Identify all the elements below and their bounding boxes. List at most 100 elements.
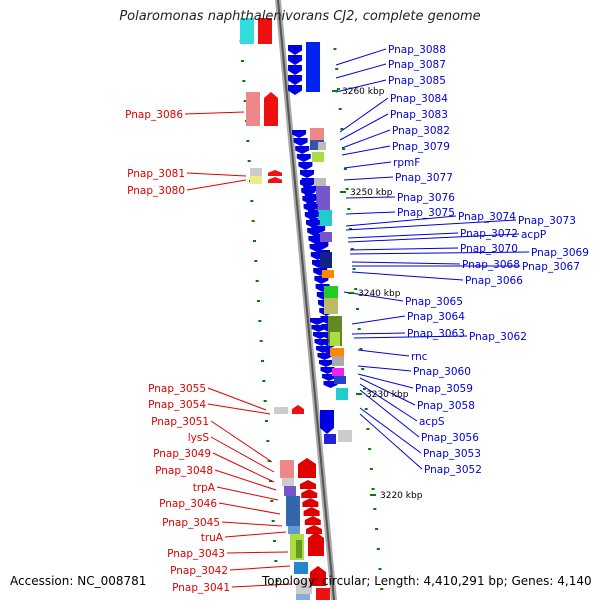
scale-dot [361, 368, 365, 370]
scale-dot [243, 100, 247, 102]
scale-dot [275, 580, 279, 582]
gene-block [320, 252, 332, 268]
scale-dot [342, 148, 346, 150]
scale-dot [362, 388, 366, 390]
gene-arrow [308, 532, 324, 556]
gene-arrow [295, 146, 310, 154]
scale-dot [255, 280, 259, 282]
scale-dot [376, 548, 380, 550]
scale-dot [354, 288, 358, 290]
scale-dots [239, 40, 384, 590]
gene-block [280, 460, 294, 478]
scale-label: 3250 kbp [350, 188, 393, 198]
scale-dot [263, 400, 267, 402]
gene-block [284, 486, 296, 496]
leader-line [339, 97, 389, 133]
leader-line [349, 247, 459, 251]
gene-label-left: Pnap_3041 [172, 582, 230, 594]
scale-dot [259, 340, 263, 342]
gene-arrow [268, 170, 282, 176]
gene-arrow [293, 138, 308, 146]
gene-label-left: lysS [188, 432, 210, 444]
gene-label-right: Pnap_3088 [388, 44, 446, 56]
gene-block [338, 430, 352, 442]
gene-label-left: Pnap_3049 [153, 448, 211, 460]
scale-dot [368, 448, 372, 450]
leader-line [212, 452, 275, 483]
leader-line [357, 349, 410, 357]
gene-arrow [316, 346, 330, 353]
leader-line [335, 63, 387, 79]
scale-dot [369, 468, 373, 470]
gene-arrow [308, 236, 323, 244]
scale-dot [347, 208, 351, 210]
gene-label-right: Pnap_3067 [522, 261, 580, 273]
gene-label-right: Pnap_3082 [392, 125, 450, 137]
leader-line [345, 211, 396, 215]
gene-label-right: Pnap_3075 [397, 207, 455, 219]
leader-line [339, 113, 389, 141]
gene-label-left: Pnap_3046 [159, 498, 217, 510]
gene-arrow [306, 525, 322, 534]
right-gene-labels: Pnap_3088 Pnap_3087 Pnap_3085 Pnap_3084 Pnap… [388, 44, 589, 476]
gene-block [296, 540, 302, 558]
gene-label-right: Pnap_3059 [415, 383, 473, 395]
gene-label-right: Pnap_3079 [392, 141, 450, 153]
gene-block [296, 594, 310, 600]
gene-block [316, 186, 330, 210]
leader-line [221, 521, 283, 527]
gene-label-right: Pnap_3077 [395, 172, 453, 184]
gene-arrow [288, 85, 302, 95]
scale-dot [270, 500, 274, 502]
scale-label: 3260 kbp [342, 87, 385, 97]
gene-block [246, 92, 260, 126]
gene-arrow [310, 318, 324, 325]
gene-label-right: Pnap_3085 [388, 75, 446, 87]
gene-block [316, 588, 330, 600]
gene-block [330, 332, 340, 346]
scale-dot [250, 200, 254, 202]
gene-arrow [292, 130, 306, 138]
gene-label-right: Pnap_3072 [460, 228, 518, 240]
scale-dot [371, 488, 375, 490]
leader-line [347, 232, 459, 239]
leader-line [359, 377, 416, 406]
scale-dot [349, 228, 353, 230]
gene-block [296, 580, 312, 594]
gene-features [240, 18, 352, 600]
scale-dot [338, 108, 342, 110]
genome-title: Polaromonas naphthalenivorans CJ2, compl… [119, 9, 481, 24]
leader-line [345, 219, 517, 231]
gene-label-right: Pnap_3065 [405, 296, 463, 308]
scale-dot [267, 460, 271, 462]
leader-line [186, 179, 247, 191]
leader-line [335, 48, 387, 66]
gene-block [318, 142, 326, 150]
gene-label-right: Pnap_3056 [421, 432, 479, 444]
scale-label: 3240 kbp [358, 289, 401, 299]
gene-arrow [288, 55, 302, 65]
gene-label-right: Pnap_3068 [462, 259, 520, 271]
gene-arrow [302, 498, 319, 507]
gene-label-right: rnc [411, 351, 428, 363]
gene-arrow [268, 177, 282, 183]
scale-dot [366, 428, 370, 430]
gene-block [318, 210, 332, 226]
scale-tick [340, 191, 346, 193]
gene-label-right: Pnap_3066 [465, 275, 523, 287]
scale-dot [251, 220, 255, 222]
leader-lines [184, 48, 530, 588]
gene-label-left: Pnap_3045 [162, 517, 220, 529]
gene-label-right: Pnap_3084 [390, 93, 448, 105]
gene-arrow [298, 458, 316, 478]
gene-block [288, 526, 300, 534]
gene-arrow [307, 228, 322, 236]
gene-block [314, 178, 326, 186]
leader-line [216, 486, 279, 501]
scale-tick [356, 393, 362, 395]
gene-label-right: Pnap_3070 [460, 243, 518, 255]
scale-dot [269, 480, 272, 482]
scale-dot [242, 80, 246, 82]
leader-line [343, 161, 392, 169]
